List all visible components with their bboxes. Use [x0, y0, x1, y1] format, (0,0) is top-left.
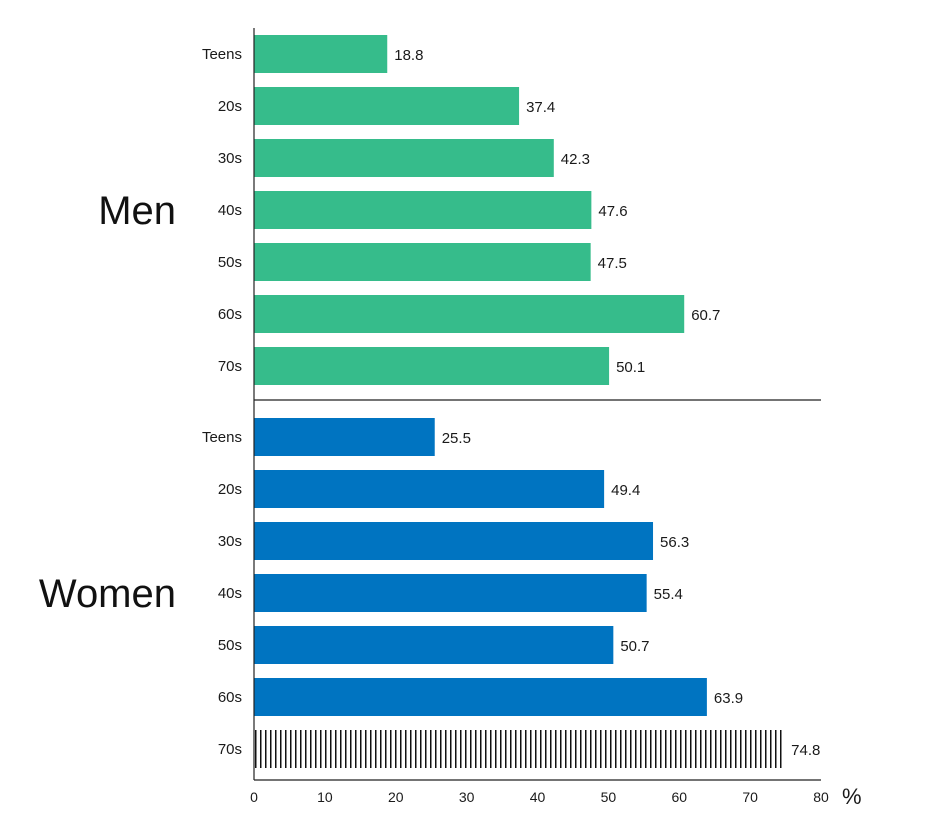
bar: [254, 347, 610, 385]
bar: [254, 418, 435, 456]
bar: [254, 522, 654, 560]
category-label: Teens: [202, 429, 242, 446]
category-label: 30s: [218, 150, 242, 167]
data-label: 74.8: [791, 742, 820, 759]
bar: [254, 87, 520, 125]
category-label: 40s: [218, 585, 242, 602]
x-tick-label: 40: [530, 789, 546, 805]
category-label: 20s: [218, 98, 242, 115]
bar: [254, 139, 554, 177]
category-label: 20s: [218, 481, 242, 498]
bar: [254, 243, 591, 281]
data-label: 63.9: [714, 690, 743, 707]
data-label: 50.7: [620, 638, 649, 655]
category-label: 30s: [218, 533, 242, 550]
category-label: 50s: [218, 637, 242, 654]
data-label: 25.5: [442, 430, 471, 447]
bar: [254, 191, 592, 229]
category-label: 60s: [218, 689, 242, 706]
category-label: 60s: [218, 306, 242, 323]
data-label: 37.4: [526, 99, 555, 116]
x-tick-label: 10: [317, 789, 333, 805]
data-label: 42.3: [561, 151, 590, 168]
data-label: 49.4: [611, 482, 640, 499]
x-tick-label: 0: [250, 789, 258, 805]
data-label: 50.1: [616, 359, 645, 376]
x-tick-label: 20: [388, 789, 404, 805]
bar: [254, 574, 647, 612]
bar: [254, 730, 785, 768]
category-label: 70s: [218, 741, 242, 758]
category-label: 40s: [218, 202, 242, 219]
x-tick-label: 80: [813, 789, 829, 805]
bar: [254, 470, 605, 508]
bar: [254, 626, 614, 664]
category-label: Teens: [202, 46, 242, 63]
data-label: 47.5: [598, 255, 627, 272]
group-label: Men: [98, 189, 176, 233]
x-tick-label: 50: [601, 789, 617, 805]
data-label: 55.4: [654, 586, 683, 603]
data-label: 60.7: [691, 307, 720, 324]
data-label: 18.8: [394, 47, 423, 64]
x-tick-label: 70: [742, 789, 758, 805]
data-label: 47.6: [598, 203, 627, 220]
category-label: 50s: [218, 254, 242, 271]
x-tick-label: 60: [671, 789, 687, 805]
bar: [254, 35, 388, 73]
bar: [254, 295, 685, 333]
data-label: 56.3: [660, 534, 689, 551]
group-label: Women: [39, 572, 176, 616]
category-label: 70s: [218, 358, 242, 375]
bar: [254, 678, 707, 716]
x-axis-unit: %: [842, 784, 862, 809]
x-tick-label: 30: [459, 789, 475, 805]
